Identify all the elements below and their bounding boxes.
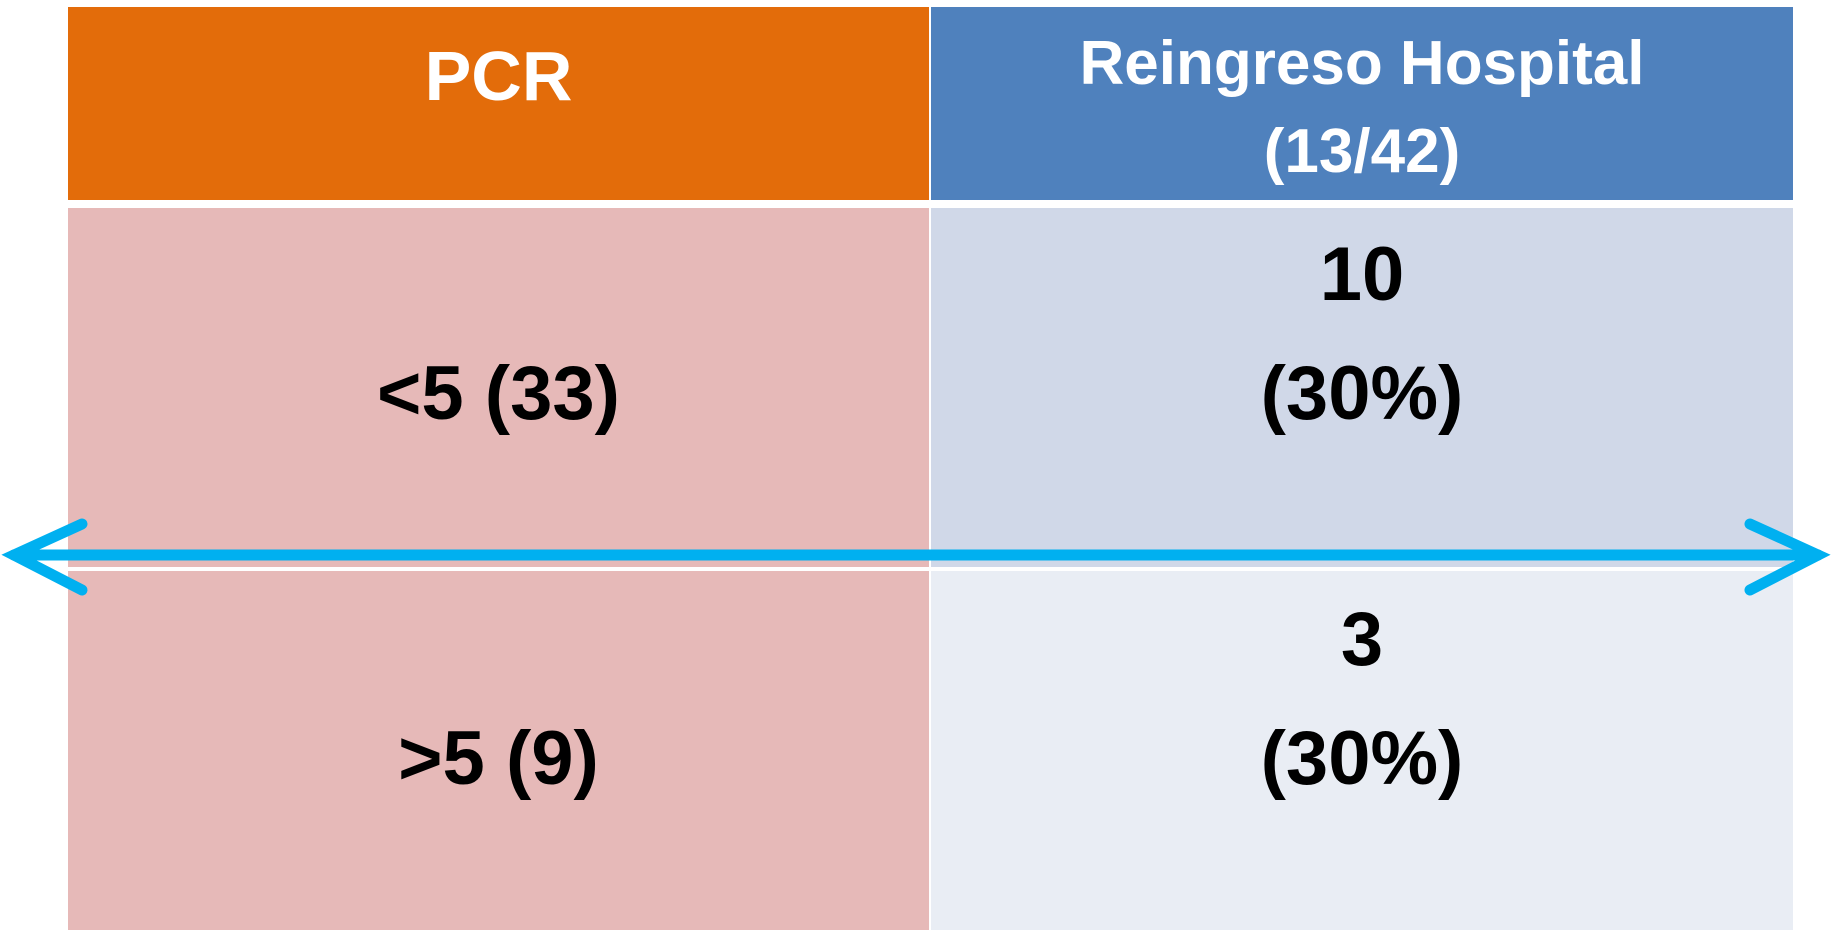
header-text: (13/42) <box>1263 117 1461 186</box>
arrow-head-right <box>1744 518 1831 596</box>
row-percent: (30%) <box>1260 351 1464 436</box>
header-reingreso: Reingreso Hospital (13/42) <box>931 7 1793 200</box>
arrow-head-left <box>1 518 88 596</box>
row-value-cell: 10 (30%) <box>931 208 1793 567</box>
header-text: Reingreso Hospital <box>1079 29 1645 98</box>
row-label-cell: >5 (9) <box>68 571 929 930</box>
row-label: <5 (33) <box>377 351 620 436</box>
row-label: >5 (9) <box>398 716 599 801</box>
row-value-cell: 3 (30%) <box>931 571 1793 930</box>
row-count: 10 <box>1319 232 1405 317</box>
row-label-cell: <5 (33) <box>68 208 929 567</box>
header-pcr: PCR <box>68 7 929 200</box>
double-arrow <box>1 518 1831 596</box>
row-count: 3 <box>1340 597 1384 682</box>
row-percent: (30%) <box>1260 716 1464 801</box>
header-text: PCR <box>424 37 573 115</box>
